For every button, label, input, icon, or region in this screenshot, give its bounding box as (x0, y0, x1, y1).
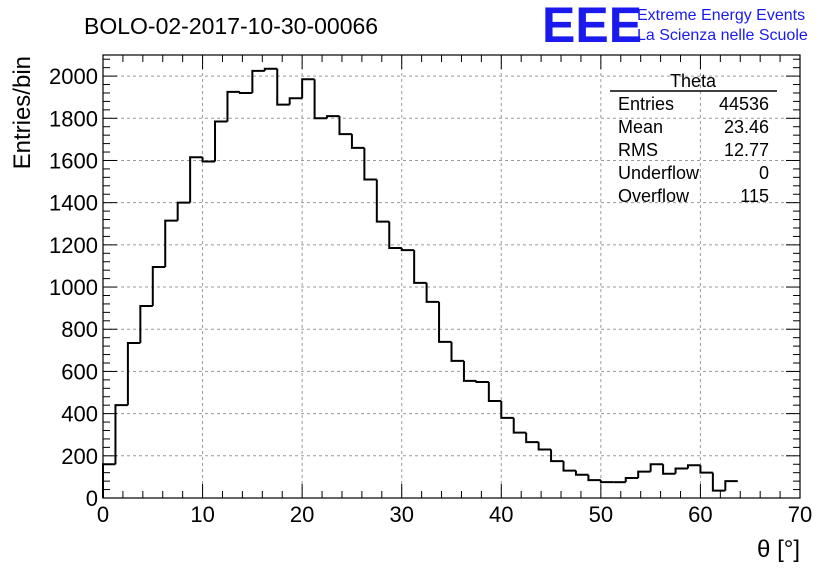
y-tick-label: 1200 (49, 233, 98, 258)
histogram-bin (450, 341, 464, 362)
chart-title: BOLO-02-2017-10-30-00066 (84, 13, 378, 39)
eee-logo: EEE Extreme Energy Events La Scienza nel… (542, 0, 808, 53)
histogram-bin (164, 219, 178, 268)
histogram-bin (313, 79, 328, 120)
histogram-bin (151, 266, 166, 307)
histogram-bin (686, 464, 701, 469)
histogram-bin (711, 472, 726, 492)
histogram-bin (637, 470, 651, 478)
y-tick-label: 1400 (49, 191, 98, 216)
histogram-bin (251, 69, 265, 93)
x-axis-label: θ [°] (757, 536, 800, 563)
histogram-bin (512, 417, 527, 434)
histogram-bin (176, 201, 191, 221)
histogram-bin (550, 449, 564, 463)
logo-mark: EEE (542, 0, 642, 53)
y-axis-label: Entries/bin (9, 56, 36, 169)
stats-value: 44536 (719, 94, 769, 114)
stats-value: 12.77 (724, 140, 769, 160)
stats-value: 0 (759, 163, 769, 183)
histogram-bin (263, 67, 278, 71)
histogram-bin (363, 147, 377, 181)
y-tick-label: 600 (61, 359, 98, 384)
grid-lines (103, 55, 800, 498)
stats-label: RMS (618, 140, 658, 160)
histogram-bin (326, 115, 340, 119)
y-tick-label: 0 (86, 486, 98, 511)
x-tick-label: 30 (389, 502, 413, 527)
stats-label: Overflow (618, 186, 690, 206)
histogram-bin (338, 116, 352, 136)
histogram-bin (649, 463, 664, 472)
stats-label: Mean (618, 117, 663, 137)
logo-line-2: La Scienza nelle Scuole (637, 27, 808, 44)
y-tick-label: 2000 (49, 64, 98, 89)
stats-rows: Entries 44536 Mean 23.46 RMS 12.77 Underflow 0 O… (618, 94, 769, 206)
histogram-bin (276, 68, 290, 106)
histogram-bin (487, 381, 502, 402)
plot-frame (102, 54, 801, 499)
y-tick-label: 1800 (49, 106, 98, 131)
x-tick-label: 10 (190, 502, 214, 527)
stats-label: Entries (618, 94, 674, 114)
histogram-bin (126, 341, 141, 406)
histogram-bin (475, 380, 489, 383)
histogram-bin (413, 250, 427, 284)
histogram-bin (238, 91, 253, 94)
histogram-bin (189, 156, 203, 203)
histogram-bin (139, 305, 153, 343)
stats-value: 23.46 (724, 117, 769, 137)
x-tick-labels: 0 10 20 30 40 50 60 70 (97, 502, 812, 527)
stats-box: Theta Entries 44536 Mean 23.46 RMS 12.77 Under… (610, 71, 777, 206)
y-tick-label: 400 (61, 402, 98, 427)
histogram-bin (350, 134, 365, 149)
x-tick-label: 20 (290, 502, 314, 527)
stats-title: Theta (670, 71, 717, 91)
histogram-bin (301, 78, 315, 99)
histogram-bin (562, 461, 576, 472)
histogram-bin (375, 179, 390, 223)
histogram-bin (114, 404, 128, 465)
x-tick-label: 50 (589, 502, 613, 527)
y-tick-label: 800 (61, 317, 98, 342)
x-tick-label: 70 (788, 502, 812, 527)
histogram-bin (574, 470, 589, 476)
histogram-bin (674, 467, 688, 474)
histogram-bin (599, 480, 614, 484)
histogram-bin (525, 432, 539, 444)
histogram-bin (201, 157, 216, 163)
histogram-bin (500, 400, 514, 419)
y-tick-label: 1600 (49, 148, 98, 173)
histogram-bin (288, 97, 303, 105)
histogram-bin (662, 464, 676, 475)
y-tick-label: 200 (61, 444, 98, 469)
histogram-bin (388, 221, 402, 250)
histogram-bin (226, 90, 240, 122)
histogram-bin (724, 480, 738, 491)
histogram-bin (699, 465, 713, 474)
histogram-bin (425, 282, 440, 303)
y-tick-labels: 0 200 400 600 800 1000 1200 1400 1600 1800 2000 (49, 64, 98, 511)
stats-label: Underflow (618, 163, 700, 183)
histogram-bin (537, 442, 552, 451)
logo-line-1: Extreme Energy Events (637, 7, 805, 24)
histogram-bin (587, 474, 601, 482)
x-tick-label: 0 (97, 502, 109, 527)
histogram-steps (102, 67, 738, 498)
histogram-bin (214, 120, 228, 162)
x-tick-label: 60 (688, 502, 712, 527)
x-tick-label: 40 (489, 502, 513, 527)
histogram-bin (400, 248, 415, 252)
histogram-bin (462, 360, 477, 382)
stats-value: 115 (740, 186, 769, 206)
histogram-bin (624, 476, 639, 483)
axis-ticks (102, 55, 801, 499)
histogram-bin (438, 301, 452, 343)
y-tick-label: 1000 (49, 275, 98, 300)
